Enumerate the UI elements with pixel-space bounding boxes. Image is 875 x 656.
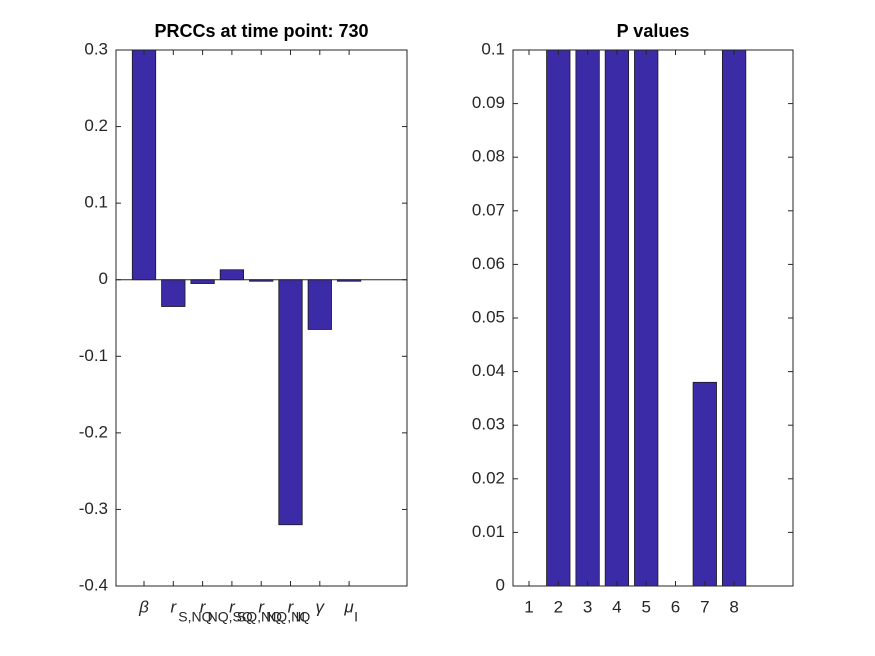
x-tick-label: 5 bbox=[641, 597, 650, 616]
x-tick-label: 3 bbox=[583, 597, 592, 616]
y-tick-label: 0.09 bbox=[472, 93, 505, 112]
x-tick-label: 4 bbox=[612, 597, 621, 616]
y-tick-label: -0.2 bbox=[79, 422, 108, 441]
x-tick-label: 1 bbox=[524, 597, 533, 616]
y-tick-label: 0.06 bbox=[472, 254, 505, 273]
y-tick-label: 0.1 bbox=[481, 39, 505, 58]
x-tick-label: r bbox=[258, 597, 265, 616]
x-tick-label: r bbox=[229, 597, 236, 616]
bar bbox=[307, 279, 332, 330]
bar bbox=[721, 50, 747, 586]
y-tick-label: 0.3 bbox=[84, 39, 108, 58]
x-tick-sublabel: NQ,SQ bbox=[208, 609, 253, 625]
x-tick-label: 2 bbox=[554, 597, 563, 616]
bar bbox=[546, 50, 571, 586]
x-tick-sublabel: IQ bbox=[296, 609, 311, 625]
x-tick-sublabel: S,NQ bbox=[178, 609, 212, 625]
x-tick-label: r bbox=[288, 597, 295, 616]
x-tick-label: β bbox=[138, 597, 149, 616]
axes: P values 0 0.01 0.02 0.03 0.04 0.05 0.06 0.07 0.0… bbox=[472, 21, 794, 616]
bar bbox=[604, 50, 630, 586]
bar bbox=[692, 381, 717, 586]
y-tick-label: 0.04 bbox=[472, 361, 505, 380]
y-tick-label: 0.05 bbox=[472, 307, 505, 326]
bar bbox=[575, 50, 600, 586]
y-tick-label: 0.08 bbox=[472, 147, 505, 166]
x-tick-label: r bbox=[170, 597, 177, 616]
chart-title: P values bbox=[617, 21, 690, 41]
x-tick-label: γ bbox=[316, 597, 326, 616]
x-tick-label: 8 bbox=[729, 597, 738, 616]
axes: PRCCs at time point: 730 -0.4 -0.3 -0.2 -0.1… bbox=[79, 21, 408, 625]
bars bbox=[546, 50, 747, 586]
chart-title: PRCCs at time point: 730 bbox=[154, 21, 368, 41]
bar bbox=[219, 269, 245, 281]
y-tick-label: -0.1 bbox=[79, 346, 108, 365]
bar bbox=[634, 50, 659, 586]
x-tick-sublabel: I bbox=[354, 609, 358, 625]
bar bbox=[161, 279, 186, 307]
x-tick-label: 6 bbox=[671, 597, 680, 616]
y-tick-label: 0.01 bbox=[472, 522, 505, 541]
x-tick-label: μ bbox=[343, 597, 354, 616]
y-tick-label: -0.3 bbox=[79, 499, 108, 518]
y-tick-label: 0.03 bbox=[472, 415, 505, 434]
x-tick-sublabel: SQ,NQ bbox=[237, 609, 282, 625]
x-tick-label: 7 bbox=[700, 597, 709, 616]
y-tick-label: 0.07 bbox=[472, 200, 505, 219]
y-tick-label: 0.1 bbox=[84, 193, 108, 212]
y-tick-label: 0.2 bbox=[84, 116, 108, 135]
x-tick-label: r bbox=[200, 597, 207, 616]
y-tick-label: 0 bbox=[99, 269, 108, 288]
y-tick-label: 0 bbox=[496, 575, 505, 594]
bars bbox=[131, 50, 362, 526]
y-tick-label: -0.4 bbox=[79, 575, 108, 594]
bar bbox=[278, 279, 303, 526]
bar bbox=[190, 279, 215, 284]
x-tick-sublabel: NQ,NI bbox=[266, 609, 305, 625]
y-tick-label: 0.02 bbox=[472, 468, 505, 487]
